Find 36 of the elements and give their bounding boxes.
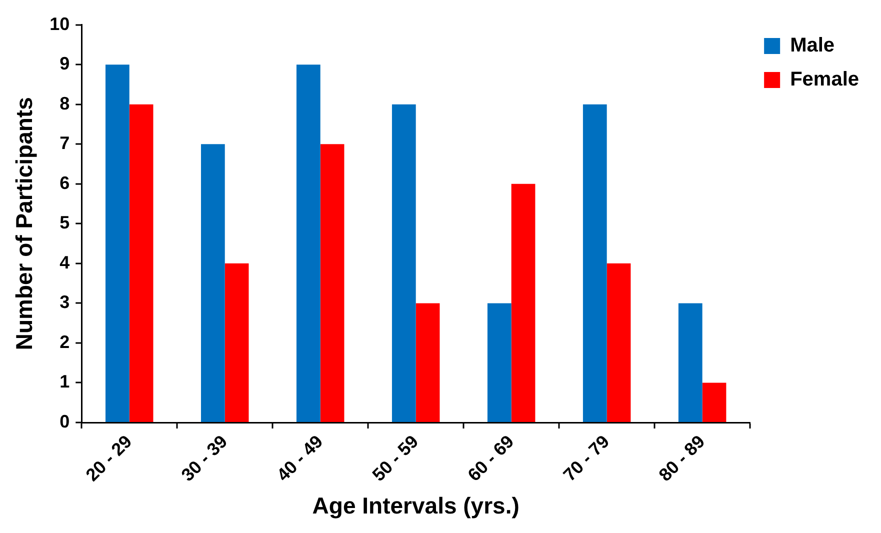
y-tick-label: 0 xyxy=(60,411,70,432)
x-tick-label: 20 - 29 xyxy=(82,431,136,486)
y-tick-label: 8 xyxy=(60,93,70,114)
bar xyxy=(702,382,726,422)
bar xyxy=(511,184,536,422)
bar xyxy=(200,144,225,422)
bar xyxy=(606,263,631,422)
bar xyxy=(392,104,416,422)
bar xyxy=(678,303,702,422)
x-tick-label: 60 - 69 xyxy=(464,431,518,486)
y-tick-label: 10 xyxy=(50,14,70,34)
y-tick-label: 4 xyxy=(60,252,70,272)
y-tick-label: 7 xyxy=(60,133,70,154)
legend-label: Male xyxy=(790,34,835,57)
bar xyxy=(487,303,512,422)
bar xyxy=(320,144,344,422)
y-tick-label: 5 xyxy=(60,212,70,233)
x-tick-label: 40 - 49 xyxy=(272,431,327,486)
bar xyxy=(105,64,130,422)
y-tick-label: 3 xyxy=(60,292,70,312)
bar xyxy=(582,104,607,422)
legend-label: Female xyxy=(790,68,860,91)
y-tick-label: 1 xyxy=(60,372,70,392)
y-tick-label: 6 xyxy=(60,172,70,193)
x-tick-label: 80 - 89 xyxy=(654,431,709,486)
x-tick-label: 70 - 79 xyxy=(559,431,614,486)
bar xyxy=(416,303,440,422)
y-tick-label: 2 xyxy=(60,332,70,352)
x-tick-label: 30 - 39 xyxy=(177,431,232,486)
bar xyxy=(296,64,320,422)
bar xyxy=(224,263,249,422)
y-axis-title: Number of Participants xyxy=(11,97,38,350)
y-tick-label: 9 xyxy=(60,54,70,74)
x-tick-label: 50 - 59 xyxy=(368,431,422,486)
bar xyxy=(129,104,154,422)
x-axis-title: Age Intervals (yrs.) xyxy=(312,492,520,519)
